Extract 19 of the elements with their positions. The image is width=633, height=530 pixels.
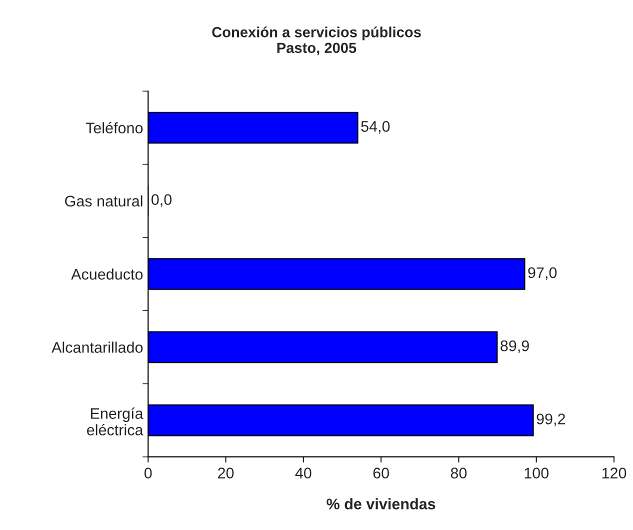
data-label: 97,0 bbox=[528, 267, 557, 280]
x-tick-label: 40 bbox=[295, 468, 312, 478]
x-tick-label: 120 bbox=[602, 468, 626, 478]
y-tick-label: Teléfono bbox=[86, 122, 143, 134]
x-tick-label: 100 bbox=[524, 468, 549, 478]
x-tick-label: 80 bbox=[450, 468, 467, 478]
y-tick-label: Gas natural bbox=[65, 195, 142, 207]
y-tick-label: Alcantarillado bbox=[52, 342, 143, 353]
chart-title: Conexión a servicios públicos Pasto, 2005 bbox=[212, 26, 421, 56]
x-tick-label: 60 bbox=[373, 468, 389, 478]
y-tick-label: Energía eléctrica bbox=[87, 408, 144, 436]
data-label: 99,2 bbox=[536, 414, 565, 426]
data-label: 89,9 bbox=[500, 340, 529, 354]
y-tick-label: Acueducto bbox=[71, 268, 143, 280]
data-label: 0,0 bbox=[151, 194, 172, 207]
x-tick-label: 0 bbox=[144, 468, 152, 478]
x-axis-title: % de viviendas bbox=[326, 498, 436, 510]
data-label: 54,0 bbox=[361, 121, 390, 134]
x-tick-label: 20 bbox=[218, 468, 234, 478]
